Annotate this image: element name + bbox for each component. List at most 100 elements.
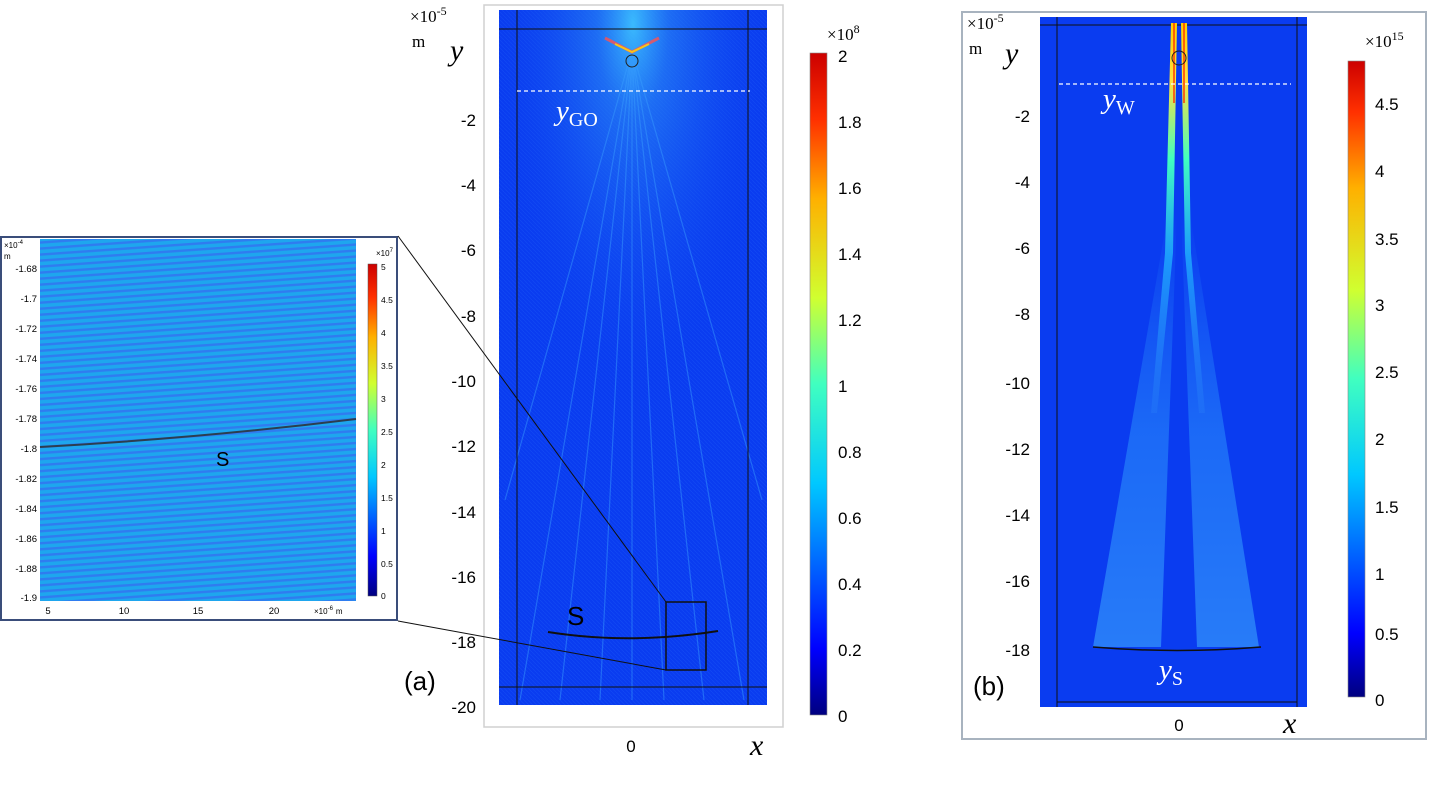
panel-a-y-tick: -18 — [451, 633, 476, 652]
panel-b-y-tick: -4 — [1015, 173, 1030, 192]
svg-text:yS: yS — [1156, 654, 1183, 690]
panel-a-ygo-sub: GO — [569, 109, 598, 131]
panel-b-beam-spread-right — [1181, 213, 1259, 647]
panel-b-surface-curve — [1092, 646, 1262, 652]
panel-a-x-tick: 0 — [626, 737, 635, 756]
panel-b-yw-sub: W — [1116, 97, 1135, 119]
panel-a-colorbar-tick: 0.8 — [838, 443, 862, 462]
inset-colorbar — [367, 263, 378, 597]
panel-a-ygo-label: y — [553, 95, 569, 127]
panel-b-yw-label: y — [1100, 83, 1116, 115]
panel-b-y-tick: -10 — [1005, 374, 1030, 393]
inset-x-exponent: ×10 — [314, 607, 328, 616]
panel-a: yGO S ×10-5 m y x -2 -4 -6 -8 -10 -12 -1… — [397, 4, 862, 762]
inset-x-ticks: 5 10 15 20 — [45, 606, 279, 617]
inset-y-tick: -1.82 — [15, 474, 37, 485]
inset-connector-bottom — [397, 620, 667, 671]
inset-panel: S ×10-4 m -1.68 -1.7 -1.72 -1.74 -1.76 -… — [0, 236, 398, 621]
svg-text:yGO: yGO — [553, 95, 598, 131]
inset-y-tick: -1.84 — [15, 504, 37, 515]
inset-colorbar-tick: 1 — [381, 526, 386, 536]
inset-y-tick: -1.86 — [15, 534, 37, 545]
panel-b-x-axis-label: x — [1282, 707, 1297, 738]
inset-x-tick: 20 — [269, 606, 280, 617]
panel-a-y-tick: -10 — [451, 372, 476, 391]
panel-a-surface-label: S — [567, 601, 584, 631]
panel-a-y-tick: -8 — [461, 307, 476, 326]
panel-b-colorbar-exponent-power: 15 — [1392, 29, 1404, 43]
inset-colorbar-ticks: 5 4.5 4 3.5 3 2.5 2 1.5 1 0.5 0 — [381, 262, 393, 601]
panel-a-colorbar-tick: 1.2 — [838, 311, 862, 330]
panel-b-colorbar-tick: 2 — [1375, 430, 1384, 449]
inset-exponent: ×10 — [4, 241, 18, 250]
panel-b-y-ticks: -2 -4 -6 -8 -10 -12 -14 -16 -18 — [1005, 107, 1030, 660]
inset-colorbar-tick: 1.5 — [381, 493, 393, 503]
inset-x-exponent-power: -6 — [328, 606, 334, 612]
inset-y-tick: -1.9 — [21, 593, 37, 604]
panel-b-ys-sub: S — [1172, 668, 1183, 690]
panel-b-x-tick: 0 — [1174, 716, 1183, 735]
inset-y-tick: -1.74 — [15, 354, 37, 365]
panel-a-y-ticks: -2 -4 -6 -8 -10 -12 -14 -16 -18 -20 — [451, 111, 476, 717]
svg-text:×10-5: ×10-5 — [967, 13, 1004, 33]
panel-a-y-tick: -16 — [451, 568, 476, 587]
panel-b-colorbar-tick: 3.5 — [1375, 230, 1399, 249]
panel-a-colorbar-tick: 1 — [838, 377, 847, 396]
panel-a-colorbar-tick: 0.4 — [838, 575, 862, 594]
panel-a-surface-curve — [547, 630, 719, 640]
panel-b-colorbar-tick: 4.5 — [1375, 95, 1399, 114]
panel-a-colorbar-tick: 0.6 — [838, 509, 862, 528]
panel-a-y-tick: -20 — [451, 698, 476, 717]
panel-a-zoom-box — [665, 601, 707, 671]
panel-a-unit: m — [412, 32, 425, 51]
panel-b-colorbar-tick: 0 — [1375, 691, 1384, 710]
panel-a-y-tick: -14 — [451, 503, 476, 522]
svg-text:×10-6m: ×10-6 m — [314, 606, 343, 616]
panel-a-rays — [504, 49, 763, 701]
panel-a-colorbar-tick: 0 — [838, 707, 847, 726]
panel-b-y-tick: -18 — [1005, 641, 1030, 660]
inset-field — [40, 239, 356, 601]
inset-colorbar-exponent: ×10 — [376, 249, 390, 258]
panel-a-exponent-power: -5 — [437, 4, 447, 18]
inset-colorbar-exponent-power: 7 — [390, 248, 394, 254]
panel-a-colorbar-tick: 1.8 — [838, 113, 862, 132]
panel-a-y-axis-label: y — [447, 34, 464, 67]
panel-a-source — [604, 36, 660, 68]
svg-text:×1015: ×1015 — [1365, 29, 1404, 51]
panel-b-colorbar-tick: 3 — [1375, 296, 1384, 315]
inset-colorbar-tick: 5 — [381, 262, 386, 272]
panel-b-source — [1171, 50, 1187, 66]
panel-a-x-axis-label: x — [749, 729, 764, 762]
svg-text:×10-5: ×10-5 — [410, 4, 447, 26]
inset-y-ticks: -1.68 -1.7 -1.72 -1.74 -1.76 -1.78 -1.8 … — [15, 264, 37, 604]
svg-text:yW: yW — [1100, 83, 1135, 119]
inset-x-tick: 15 — [193, 606, 204, 617]
panel-b-beam-left — [1151, 23, 1177, 413]
panel-b-colorbar-tick: 1 — [1375, 565, 1384, 584]
inset-colorbar-tick: 0.5 — [381, 559, 393, 569]
inset-colorbar-tick: 3.5 — [381, 361, 393, 371]
inset-plot: S ×10-4 m -1.68 -1.7 -1.72 -1.74 -1.76 -… — [4, 239, 394, 617]
inset-y-tick: -1.8 — [21, 444, 37, 455]
panel-b: yW yS ×10-5 m y x -2 -4 -6 -8 -10 -12 -1… — [961, 11, 1427, 740]
panel-b-y-tick: -6 — [1015, 239, 1030, 258]
inset-x-tick: 10 — [119, 606, 130, 617]
panel-b-exponent-power: -5 — [994, 13, 1004, 25]
panel-b-y-tick: -8 — [1015, 305, 1030, 324]
inset-x-unit: m — [336, 607, 343, 616]
inset-colorbar-tick: 4.5 — [381, 295, 393, 305]
panel-b-y-axis-label: y — [1002, 37, 1019, 70]
svg-text:×10-4: ×10-4 — [4, 240, 24, 250]
panel-b-colorbar-ticks: 4.5 4 3.5 3 2.5 2 1.5 1 0.5 0 — [1375, 95, 1399, 710]
panel-a-colorbar-tick: 0.2 — [838, 641, 862, 660]
panel-a-y-tick: -2 — [461, 111, 476, 130]
panel-a-colorbar-exponent: ×10 — [827, 25, 854, 44]
panel-b-y-tick: -12 — [1005, 440, 1030, 459]
panel-b-colorbar — [1347, 60, 1366, 698]
inset-surface-curve — [39, 418, 357, 448]
panel-b-colorbar-tick: 4 — [1375, 162, 1384, 181]
panel-a-exponent: ×10 — [410, 7, 437, 26]
inset-y-tick: -1.7 — [21, 294, 37, 305]
inset-unit: m — [4, 252, 11, 261]
